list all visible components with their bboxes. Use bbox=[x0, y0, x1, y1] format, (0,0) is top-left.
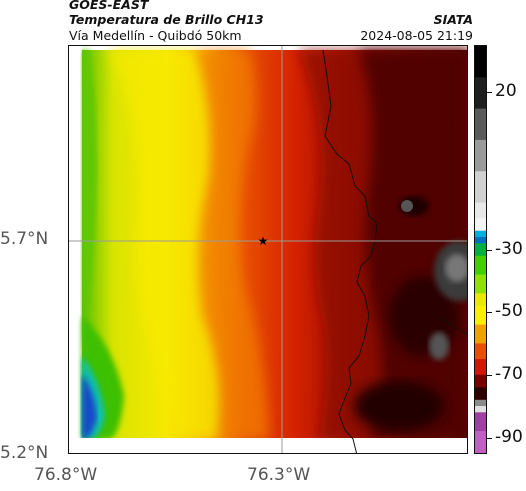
colorbar-segment bbox=[475, 77, 486, 110]
white-margin-top bbox=[69, 46, 467, 51]
colorbar-segment bbox=[475, 324, 486, 344]
colorbar-segment bbox=[475, 230, 486, 238]
yellow-band bbox=[109, 50, 222, 439]
longitude-tick-label: 76.8°W bbox=[34, 465, 98, 485]
colorbar-tick-mark bbox=[487, 375, 492, 377]
colorbar-segment bbox=[475, 305, 486, 326]
colorbar-tick-label: -90 bbox=[495, 427, 523, 448]
temperature-colorbar bbox=[474, 45, 487, 454]
colorbar-segment bbox=[475, 374, 486, 388]
datetime-label: 2024-08-05 21:19 bbox=[360, 28, 473, 43]
colorbar-segment bbox=[475, 399, 486, 407]
colorbar-tick-label: -70 bbox=[495, 364, 523, 385]
colorbar-segment bbox=[475, 202, 486, 219]
gray-cell-2 bbox=[429, 332, 449, 360]
colorbar-segment bbox=[475, 431, 486, 453]
light-gray-cell bbox=[445, 254, 467, 282]
product-title: Temperatura de Brillo CH13 bbox=[69, 12, 264, 27]
white-margin-bottom bbox=[69, 438, 467, 453]
colorbar-segment bbox=[475, 406, 486, 413]
colorbar-segment bbox=[475, 46, 486, 78]
latitude-tick-label: 5.7°N bbox=[0, 229, 49, 249]
gray-cell-3 bbox=[401, 200, 413, 212]
map-canvas: ★ bbox=[69, 46, 467, 453]
colorbar-tick-mark bbox=[487, 92, 492, 94]
department-border bbox=[322, 49, 378, 453]
colorbar-tick-mark bbox=[487, 312, 492, 314]
region-label: Vía Medellín - Quibdó 50km bbox=[69, 28, 242, 43]
colorbar-tick-label: -30 bbox=[495, 238, 523, 259]
colorbar-segment bbox=[475, 274, 486, 294]
orange-band bbox=[197, 50, 269, 439]
colorbar-tick-mark bbox=[487, 249, 492, 251]
colorbar-segment bbox=[475, 343, 486, 360]
colorbar-tick-mark bbox=[487, 438, 492, 440]
colorbar-segment bbox=[475, 108, 486, 141]
colorbar-tick-label: 20 bbox=[495, 81, 517, 102]
department-border-east bbox=[438, 315, 467, 335]
colorbar-segment bbox=[475, 293, 486, 307]
blue-blob bbox=[82, 374, 97, 439]
longitude-tick-label: 76.3°W bbox=[247, 465, 311, 485]
colorbar-tick-label: -50 bbox=[495, 301, 523, 322]
colorbar-segment bbox=[475, 139, 486, 172]
blackish-cell-1 bbox=[354, 381, 444, 431]
colorbar-segment bbox=[475, 359, 486, 376]
satellite-title: GOES-EAST bbox=[69, 0, 149, 12]
colorbar-segment bbox=[475, 236, 486, 244]
location-star-marker[interactable]: ★ bbox=[258, 234, 269, 248]
agency-label: SIATA bbox=[433, 12, 473, 27]
colorbar-segments bbox=[475, 46, 486, 453]
green-left-edge bbox=[82, 50, 97, 346]
colorbar-segment bbox=[475, 412, 486, 432]
brightness-temperature-map[interactable]: ★ bbox=[68, 45, 468, 454]
colorbar-segment bbox=[475, 387, 486, 401]
colorbar-segment bbox=[475, 255, 486, 276]
colorbar-segment bbox=[475, 243, 486, 257]
latitude-tick-label: 5.2°N bbox=[0, 443, 49, 463]
colorbar-segment bbox=[475, 171, 486, 204]
colorbar-segment bbox=[475, 218, 486, 232]
temperature-field bbox=[82, 50, 467, 439]
